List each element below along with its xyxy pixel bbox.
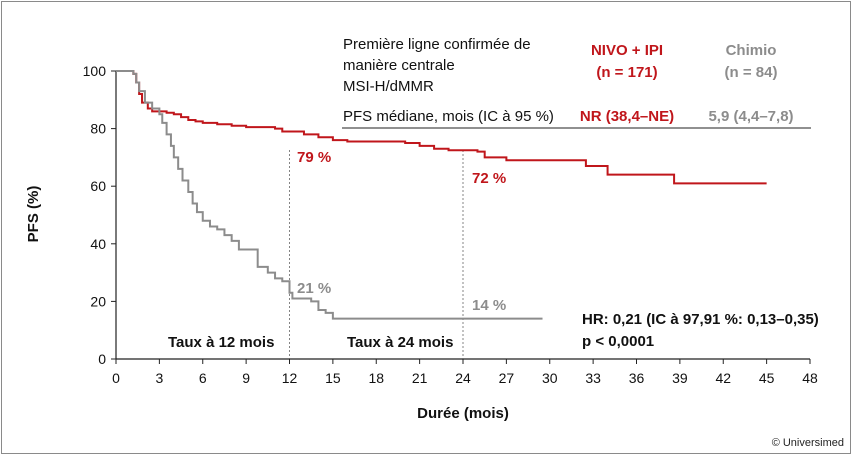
x-tick-label: 24 xyxy=(455,370,471,386)
reference-lines xyxy=(289,150,464,359)
y-ticks: 0 20 40 60 80 100 xyxy=(83,63,116,367)
hazard-ratio: HR: 0,21 (IC à 97,91 %: 0,13–0,35) xyxy=(582,311,819,328)
survival-curves xyxy=(116,70,767,320)
legend-nivo-median: NR (38,4–NE) xyxy=(580,108,674,125)
legend-row-label: PFS médiane, mois (IC à 95 %) xyxy=(343,108,554,125)
x-tick-label: 9 xyxy=(242,370,250,386)
nivo-ipi-curve xyxy=(116,70,767,185)
x-tick-label: 33 xyxy=(585,370,601,386)
chimio-24-month-rate: 14 % xyxy=(472,297,506,314)
legend-chimio-name: Chimio xyxy=(726,42,777,59)
x-tick-label: 45 xyxy=(759,370,775,386)
nivo-12-month-rate: 79 % xyxy=(297,149,331,166)
x-tick-label: 42 xyxy=(715,370,731,386)
legend-group-line-2: manière centrale xyxy=(343,57,455,74)
y-tick-label: 0 xyxy=(98,351,106,367)
x-tick-label: 30 xyxy=(542,370,558,386)
legend-chimio-n: (n = 84) xyxy=(725,64,778,81)
chimio-curve xyxy=(116,70,543,320)
x-tick-label: 27 xyxy=(499,370,515,386)
nivo-24-month-rate: 72 % xyxy=(472,170,506,187)
x-tick-label: 39 xyxy=(672,370,688,386)
x-tick-label: 6 xyxy=(199,370,207,386)
legend-nivo-n: (n = 171) xyxy=(596,64,657,81)
y-tick-label: 100 xyxy=(83,63,107,79)
x-axis-label: Durée (mois) xyxy=(417,405,509,422)
x-tick-label: 18 xyxy=(368,370,384,386)
legend-group-line-1: Première ligne confirmée de xyxy=(343,36,531,53)
y-axis-label: PFS (%) xyxy=(25,186,42,243)
y-tick-label: 60 xyxy=(90,178,106,194)
x-tick-label: 36 xyxy=(629,370,645,386)
legend-nivo-name: NIVO + IPI xyxy=(591,42,663,59)
y-tick-label: 20 xyxy=(90,293,106,309)
legend-chimio-median: 5,9 (4,4–7,8) xyxy=(708,108,793,125)
x-tick-label: 0 xyxy=(112,370,120,386)
x-tick-label: 15 xyxy=(325,370,341,386)
y-tick-label: 80 xyxy=(90,121,106,137)
copyright: © Universimed xyxy=(772,437,844,449)
x-tick-label: 12 xyxy=(282,370,298,386)
x-tick-label: 3 xyxy=(155,370,163,386)
x-ticks: 0 3 6 9 12 15 18 21 24 27 30 33 36 39 42 45 48 xyxy=(112,359,818,386)
p-value: p < 0,0001 xyxy=(582,333,654,350)
window-12-label: Taux à 12 mois xyxy=(168,334,274,351)
y-tick-label: 40 xyxy=(90,236,106,252)
x-tick-label: 21 xyxy=(412,370,428,386)
window-24-label: Taux à 24 mois xyxy=(347,334,453,351)
x-tick-label: 48 xyxy=(802,370,818,386)
legend-group-line-3: MSI-H/dMMR xyxy=(343,78,434,95)
chimio-12-month-rate: 21 % xyxy=(297,280,331,297)
